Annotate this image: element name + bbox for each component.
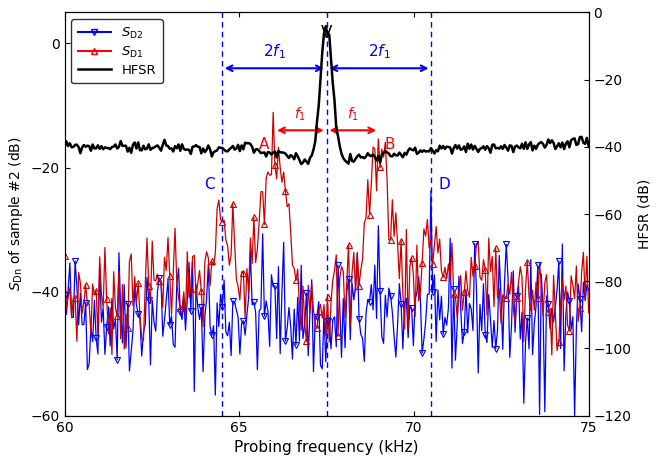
- Text: D: D: [438, 177, 450, 192]
- Y-axis label: HFSR (dB): HFSR (dB): [637, 179, 651, 249]
- Text: $f_1$: $f_1$: [294, 105, 307, 123]
- Text: A: A: [259, 137, 269, 152]
- Text: $f_1$: $f_1$: [347, 105, 359, 123]
- Legend: $S_\mathrm{D2}$, $S_\mathrm{D1}$, HFSR: $S_\mathrm{D2}$, $S_\mathrm{D1}$, HFSR: [71, 19, 163, 83]
- Text: $2f_1$: $2f_1$: [263, 42, 286, 61]
- Text: B: B: [384, 137, 395, 152]
- X-axis label: Probing frequency (kHz): Probing frequency (kHz): [234, 440, 419, 455]
- Text: $2f_1$: $2f_1$: [368, 42, 390, 61]
- Y-axis label: $S_\mathrm{Dn}$ of sample #2 (dB): $S_\mathrm{Dn}$ of sample #2 (dB): [7, 137, 25, 292]
- Text: V: V: [321, 24, 332, 42]
- Text: C: C: [204, 177, 215, 192]
